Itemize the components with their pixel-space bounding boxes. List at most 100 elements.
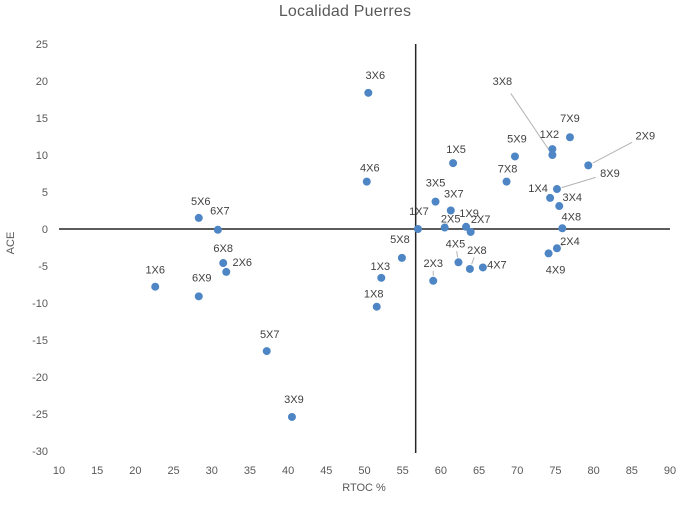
data-point-6x8[interactable] bbox=[219, 259, 228, 268]
data-point-label-2x3: 2X3 bbox=[423, 258, 443, 270]
x-tick-label: 80 bbox=[588, 465, 600, 477]
label-leader-line bbox=[510, 93, 550, 152]
data-point-2x9[interactable] bbox=[584, 161, 593, 170]
data-point-8x9[interactable] bbox=[552, 185, 561, 194]
data-point-label-1x4: 1X4 bbox=[528, 183, 548, 195]
data-point-2x7[interactable] bbox=[466, 227, 475, 236]
data-point-label-7x9: 7X9 bbox=[560, 113, 580, 125]
data-point-label-3x8: 3X8 bbox=[493, 76, 513, 88]
y-axis-title: ACE bbox=[5, 231, 17, 255]
data-point-7x9[interactable] bbox=[565, 133, 574, 142]
y-tick-label: 15 bbox=[36, 113, 48, 125]
data-point-label-5x7: 5X7 bbox=[260, 329, 280, 341]
data-point-1x7[interactable] bbox=[413, 225, 422, 233]
data-point-label-3x5: 3X5 bbox=[426, 178, 446, 190]
data-point-7x8[interactable] bbox=[502, 177, 511, 186]
data-point-3x6[interactable] bbox=[364, 88, 373, 97]
x-tick-label: 55 bbox=[397, 465, 409, 477]
y-tick-label: -30 bbox=[32, 446, 48, 458]
data-point-label-1x3: 1X3 bbox=[371, 261, 391, 273]
data-point-label-4x7: 4X7 bbox=[487, 259, 507, 271]
x-tick-label: 75 bbox=[549, 465, 561, 477]
x-tick-label: 10 bbox=[53, 465, 65, 477]
y-tick-label: 10 bbox=[36, 150, 48, 162]
data-point-1x4[interactable] bbox=[546, 193, 555, 202]
data-point-label-3x9: 3X9 bbox=[284, 394, 304, 406]
data-point-1x5[interactable] bbox=[449, 159, 458, 168]
y-tick-label: -5 bbox=[38, 261, 48, 273]
data-point-1x2[interactable] bbox=[548, 145, 557, 154]
data-point-label-1x9: 1X9 bbox=[459, 208, 479, 220]
data-point-3x5[interactable] bbox=[431, 197, 440, 206]
data-point-4x5[interactable] bbox=[454, 258, 463, 267]
data-point-5x9[interactable] bbox=[510, 152, 519, 161]
data-point-5x8[interactable] bbox=[397, 253, 406, 262]
data-point-2x5[interactable] bbox=[440, 223, 449, 232]
data-point-6x9[interactable] bbox=[194, 292, 203, 301]
data-point-label-5x6: 5X6 bbox=[191, 196, 211, 208]
y-tick-label: -25 bbox=[32, 409, 48, 421]
data-point-2x8[interactable] bbox=[465, 264, 474, 273]
label-leader-line bbox=[456, 251, 459, 258]
data-point-label-6x8: 6X8 bbox=[213, 243, 233, 255]
data-point-5x6[interactable] bbox=[194, 213, 203, 222]
x-tick-label: 50 bbox=[358, 465, 370, 477]
data-point-label-3x6: 3X6 bbox=[366, 70, 386, 82]
label-leader-line bbox=[592, 141, 633, 164]
data-point-4x9[interactable] bbox=[544, 249, 553, 258]
x-tick-label: 45 bbox=[320, 465, 332, 477]
data-point-1x6[interactable] bbox=[151, 282, 160, 291]
data-point-label-2x9: 2X9 bbox=[635, 130, 655, 142]
data-point-1x9[interactable] bbox=[462, 222, 471, 231]
data-point-label-2x8: 2X8 bbox=[467, 245, 487, 257]
x-tick-label: 65 bbox=[473, 465, 485, 477]
data-point-label-4x9: 4X9 bbox=[546, 264, 566, 276]
label-leader-line bbox=[471, 257, 475, 265]
data-point-2x4[interactable] bbox=[552, 244, 561, 253]
y-tick-label: -15 bbox=[32, 335, 48, 347]
x-tick-label: 35 bbox=[244, 465, 256, 477]
data-point-label-2x7: 2X7 bbox=[471, 214, 491, 226]
data-point-label-5x8: 5X8 bbox=[390, 234, 410, 246]
data-point-label-2x6: 2X6 bbox=[232, 257, 252, 269]
data-point-1x8[interactable] bbox=[372, 302, 381, 311]
data-point-1x3[interactable] bbox=[377, 273, 386, 282]
label-leader-line bbox=[561, 244, 564, 247]
data-point-label-1x2: 1X2 bbox=[540, 129, 560, 141]
x-tick-label: 20 bbox=[129, 465, 141, 477]
data-point-3x4[interactable] bbox=[555, 202, 564, 211]
data-point-3x9[interactable] bbox=[287, 412, 296, 421]
data-point-4x8[interactable] bbox=[558, 224, 567, 233]
x-axis-title: RTOC % bbox=[342, 482, 386, 494]
data-point-label-6x7: 6X7 bbox=[210, 206, 230, 218]
x-tick-label: 70 bbox=[511, 465, 523, 477]
x-tick-label: 60 bbox=[435, 465, 447, 477]
data-point-label-4x6: 4X6 bbox=[360, 163, 380, 175]
data-point-label-1x8: 1X8 bbox=[364, 289, 384, 301]
data-point-label-4x5: 4X5 bbox=[446, 238, 466, 250]
x-tick-label: 90 bbox=[664, 465, 676, 477]
label-leader-line bbox=[561, 176, 596, 189]
y-tick-label: -20 bbox=[32, 372, 48, 384]
data-point-label-1x7: 1X7 bbox=[409, 206, 429, 218]
data-point-3x7[interactable] bbox=[446, 206, 455, 215]
data-point-label-1x5: 1X5 bbox=[446, 144, 466, 156]
data-point-label-6x9: 6X9 bbox=[192, 272, 212, 284]
data-point-4x6[interactable] bbox=[362, 177, 371, 186]
data-point-label-2x4: 2X4 bbox=[560, 236, 580, 248]
data-point-label-5x9: 5X9 bbox=[507, 133, 527, 145]
y-tick-label: 20 bbox=[36, 76, 48, 88]
data-point-4x7[interactable] bbox=[478, 263, 487, 272]
x-tick-label: 15 bbox=[91, 465, 103, 477]
y-tick-label: 5 bbox=[42, 187, 48, 199]
data-point-2x3[interactable] bbox=[429, 276, 438, 285]
x-tick-label: 85 bbox=[626, 465, 638, 477]
data-point-3x8[interactable] bbox=[548, 151, 557, 159]
x-tick-label: 40 bbox=[282, 465, 294, 477]
data-point-5x7[interactable] bbox=[262, 347, 271, 356]
y-tick-label: -10 bbox=[32, 298, 48, 310]
data-point-label-3x7: 3X7 bbox=[444, 189, 464, 201]
data-point-6x7[interactable] bbox=[213, 225, 222, 234]
data-point-2x6[interactable] bbox=[222, 267, 231, 276]
